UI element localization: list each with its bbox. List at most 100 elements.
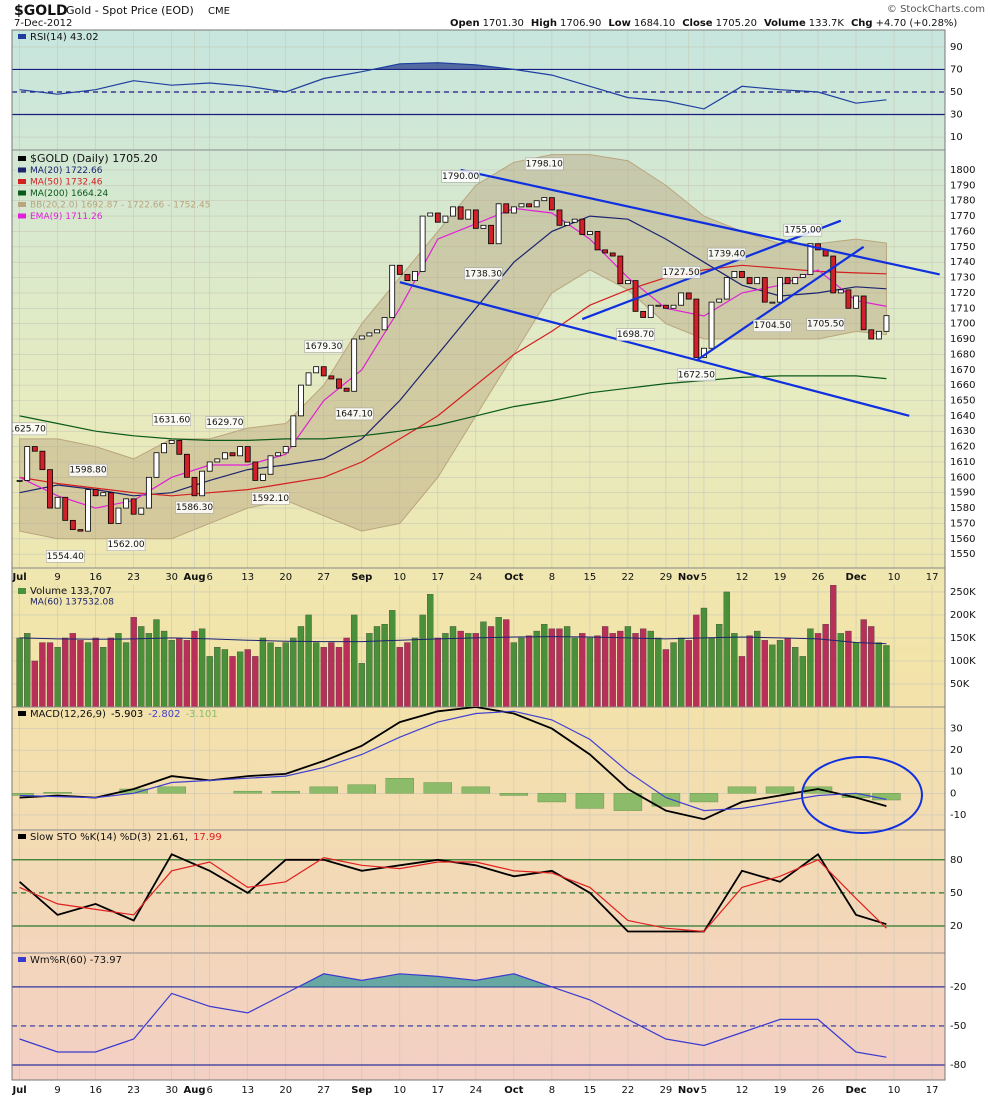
candle	[282, 446, 289, 454]
candle	[457, 206, 464, 220]
volume-bar	[449, 626, 457, 707]
histogram-bar	[347, 784, 376, 794]
volume-bar	[381, 623, 388, 707]
y-tick-label: 80	[950, 855, 963, 866]
volume-bar	[236, 651, 244, 707]
volume-bar	[16, 637, 23, 707]
annotation-box	[707, 247, 747, 261]
panel	[12, 707, 945, 830]
histogram-bar	[765, 786, 795, 794]
annotation: 1738.30	[465, 269, 502, 279]
candle	[396, 264, 403, 275]
y-tick-label: 1610	[950, 457, 975, 468]
legend-entry: 17.99	[193, 832, 222, 843]
volume-bar	[274, 647, 282, 707]
candle	[541, 197, 548, 202]
candle	[206, 461, 213, 472]
exchange: CME	[208, 6, 230, 17]
x-tick-label: Aug	[183, 1085, 205, 1096]
histogram-bar	[613, 793, 643, 811]
candle	[632, 280, 639, 312]
x-tick-label: 9	[54, 1085, 60, 1096]
candle	[328, 375, 335, 380]
candle	[244, 446, 251, 463]
series-line	[19, 856, 887, 933]
x-tick-label: 9	[54, 572, 60, 583]
candle	[69, 519, 76, 530]
annotation: 1704.50	[754, 321, 791, 331]
legend-swatch	[18, 179, 26, 184]
volume-bar	[769, 644, 776, 707]
x-tick-label: 16	[89, 572, 102, 583]
y-tick-label: 1740	[950, 257, 975, 268]
volume-bar	[541, 623, 548, 707]
volume-bar	[761, 640, 768, 707]
candle	[427, 212, 434, 217]
y-tick-label: 1590	[950, 488, 975, 499]
volume-bar	[655, 637, 662, 707]
y-tick-label: 30	[950, 110, 963, 121]
candle	[115, 507, 122, 524]
volume-bar	[563, 626, 571, 707]
candle	[229, 452, 236, 457]
annotation-box	[106, 538, 146, 551]
candle	[366, 332, 373, 337]
x-tick-label: 10	[888, 572, 901, 583]
candle	[609, 252, 616, 257]
volume-bar	[214, 647, 221, 707]
annotation: 1798.10	[526, 159, 563, 169]
candle	[130, 498, 137, 515]
x-tick-label: 10	[393, 1085, 406, 1096]
annotation-box	[45, 550, 85, 563]
volume-bar	[784, 637, 791, 707]
x-tick-label: 29	[660, 1085, 673, 1096]
quote-label: Close	[682, 18, 713, 29]
quote-label: Chg	[851, 18, 873, 29]
plot-frame	[11, 29, 946, 1081]
x-tick-label: 8	[549, 1085, 555, 1096]
candle	[252, 461, 259, 481]
y-tick-label: 20	[950, 921, 963, 932]
candle	[655, 304, 662, 307]
volume-bar	[24, 633, 31, 707]
x-tick-label: 24	[469, 1085, 482, 1096]
candle	[434, 212, 441, 223]
x-tick-label: 23	[127, 1085, 140, 1096]
histogram-bar	[803, 786, 833, 794]
annotation: 1647.10	[336, 409, 373, 419]
candle	[693, 298, 700, 358]
y-tick-label: 1630	[950, 426, 975, 437]
series-line	[19, 710, 887, 812]
x-tick-label: Aug	[183, 572, 205, 583]
candle	[480, 224, 487, 229]
legend-swatch	[18, 711, 26, 716]
volume-bar	[351, 614, 358, 707]
volume-bar	[632, 633, 639, 707]
volume-bar	[320, 647, 327, 707]
volume-bar	[198, 628, 206, 707]
volume-bar	[282, 642, 289, 707]
annotation: 1562.00	[107, 540, 144, 550]
x-tick-label: 13	[241, 1085, 254, 1096]
x-tick-label: 8	[549, 572, 555, 583]
y-tick-label: 1560	[950, 534, 975, 545]
candle	[298, 384, 304, 417]
volume-bar	[290, 637, 297, 707]
y-tick-label: 1550	[950, 549, 975, 560]
volume-bar	[100, 647, 107, 707]
volume-bar	[723, 591, 730, 707]
x-tick-label: 22	[622, 1085, 635, 1096]
annotation: 1598.80	[69, 466, 106, 476]
legend-swatch	[18, 190, 26, 196]
candle	[54, 496, 61, 509]
volume-bar	[738, 656, 746, 707]
volume-bar	[662, 649, 670, 707]
volume-bar	[404, 642, 411, 707]
volume-bar	[685, 640, 692, 707]
x-tick-label: 27	[317, 1085, 330, 1096]
candle	[670, 304, 677, 309]
y-tick-label: -10	[950, 810, 966, 821]
candle	[351, 338, 358, 392]
volume-bar	[335, 647, 343, 707]
candle	[191, 476, 198, 497]
